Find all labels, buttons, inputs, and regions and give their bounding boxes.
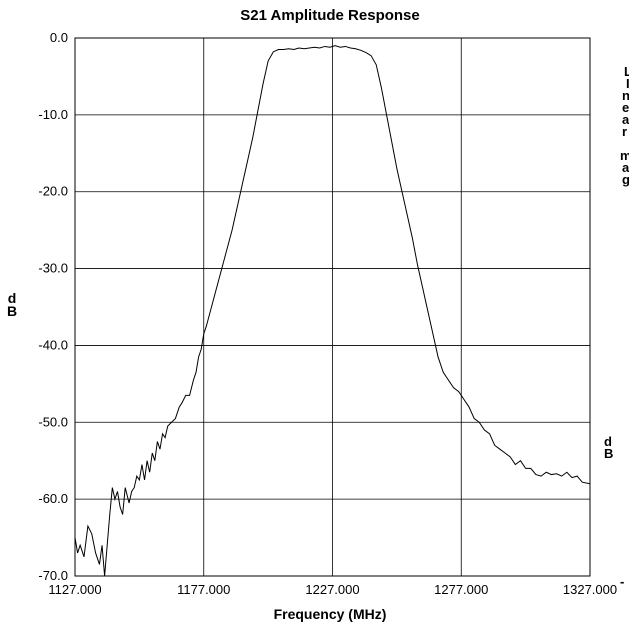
y-axis-label: dB — [7, 290, 17, 319]
x-tick-label: 1177.000 — [177, 582, 230, 597]
right-side-db-mark: dB — [604, 434, 613, 461]
y-tick-label: -70.0 — [38, 568, 68, 583]
x-tick-label: 1327.000 — [563, 582, 617, 597]
series-line-s21 — [74, 45, 591, 577]
side-label-char: g — [622, 172, 629, 187]
side-label-char: e — [622, 100, 629, 115]
side-label-char: I — [626, 76, 629, 91]
x-tick-labels: 1127.000 1177.000 1227.000 1277.000 1327.000 — [48, 582, 617, 597]
y-tick-label: -50.0 — [38, 414, 68, 429]
y-tick-label: -40.0 — [38, 337, 68, 352]
side-label-char: m — [620, 148, 629, 163]
side-label-char: L — [624, 64, 629, 79]
y-tick-label: -20.0 — [38, 184, 68, 199]
y-tick-labels: 0.0 -10.0 -20.0 -30.0 -40.0 -50.0 -60.0 -70.0 — [38, 30, 68, 583]
y-tick-label: -30.0 — [38, 261, 68, 276]
side-label-char: n — [622, 88, 629, 103]
side-label-char: r — [622, 124, 627, 139]
y-tick-label: 0.0 — [50, 30, 68, 45]
chart-title: S21 Amplitude Response — [240, 7, 420, 24]
side-label-char: a — [622, 112, 629, 127]
x-axis-label: Frequency (MHz) — [274, 606, 387, 622]
grid — [74, 37, 591, 577]
y-axis-label-char: d — [8, 290, 17, 306]
y-axis-label-char: B — [7, 303, 17, 319]
y-tick-label: -10.0 — [38, 107, 68, 122]
side-db-char: d — [604, 434, 612, 449]
side-label-char: a — [622, 160, 629, 175]
x-tick-label: 1227.000 — [305, 582, 359, 597]
right-side-dash: - — [620, 574, 624, 589]
plot-frame — [74, 37, 591, 577]
side-db-char: B — [604, 446, 613, 461]
y-tick-label: -60.0 — [38, 491, 68, 506]
x-tick-label: 1277.000 — [434, 582, 488, 597]
x-tick-label: 1127.000 — [48, 582, 101, 597]
